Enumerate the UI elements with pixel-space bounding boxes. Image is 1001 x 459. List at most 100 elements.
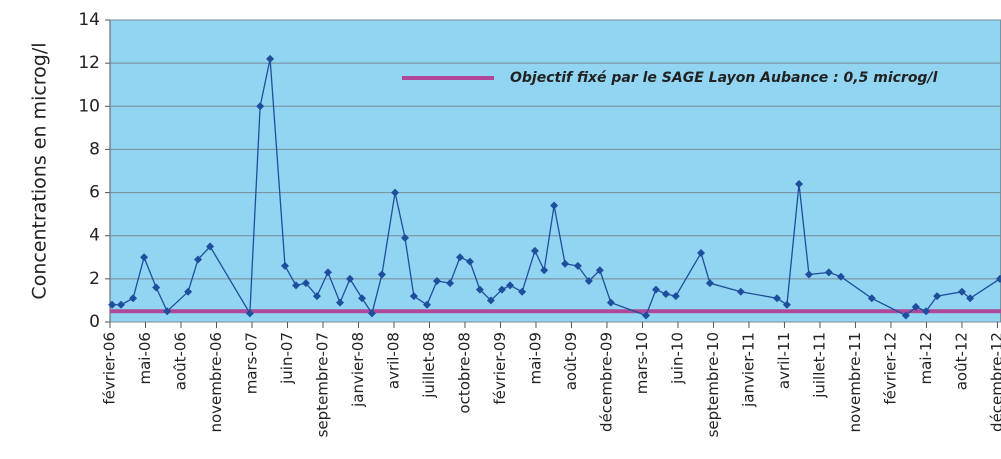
point	[957, 287, 966, 296]
x-tick-label: août-12	[952, 332, 970, 390]
point	[184, 287, 193, 296]
point	[312, 292, 321, 301]
x-tick-label: juillet-08	[420, 332, 438, 399]
point	[486, 296, 495, 305]
point	[446, 279, 455, 288]
x-tick-label: juillet-11	[810, 332, 828, 399]
x-tick-label: septembre-07	[313, 332, 331, 437]
point	[584, 277, 593, 286]
y-tick-label: 2	[89, 269, 100, 289]
point	[345, 274, 354, 283]
x-tick-label: mai-12	[917, 332, 935, 384]
point	[651, 285, 660, 294]
point	[911, 302, 920, 311]
point	[465, 257, 474, 266]
y-tick-label: 8	[89, 139, 100, 159]
point	[206, 242, 215, 251]
point	[422, 300, 431, 309]
y-tick-label: 6	[89, 183, 100, 203]
point	[824, 268, 833, 277]
x-tick-label: février-12	[881, 332, 899, 405]
point	[163, 307, 172, 316]
point	[497, 285, 506, 294]
point	[773, 294, 782, 303]
point	[642, 311, 651, 320]
point	[140, 253, 149, 262]
y-tick-label: 12	[78, 53, 100, 73]
x-tick-label: juin-07	[278, 332, 296, 385]
y-tick-label: 14	[78, 10, 100, 30]
x-tick-label: janvier-08	[349, 332, 367, 408]
x-tick-label: septembre-10	[704, 332, 722, 437]
point	[836, 272, 845, 281]
point	[475, 285, 484, 294]
x-tick-label: août-06	[171, 332, 189, 390]
y-tick-label: 4	[89, 226, 100, 246]
x-tick-label: janvier-11	[739, 332, 757, 408]
point	[377, 270, 386, 279]
point	[922, 307, 931, 316]
x-tick-label: mai-09	[526, 332, 544, 384]
point	[550, 201, 559, 210]
x-tick-label: mai-06	[136, 332, 154, 384]
point	[281, 261, 290, 270]
point	[266, 54, 275, 63]
x-tick-label: novembre-06	[207, 332, 225, 433]
y-axis-label: Concentrations en microg/l	[29, 42, 51, 299]
point	[795, 179, 804, 188]
point	[540, 266, 549, 275]
point	[573, 261, 582, 270]
point	[518, 287, 527, 296]
point	[292, 281, 301, 290]
point	[245, 309, 254, 318]
point	[506, 281, 515, 290]
point	[129, 294, 138, 303]
x-tick-label: décembre-09	[597, 332, 615, 432]
point	[661, 289, 670, 298]
point	[606, 298, 615, 307]
point	[995, 274, 1001, 283]
x-tick-label: février-06	[101, 332, 119, 405]
x-tick-label: août-09	[562, 332, 580, 390]
point	[530, 246, 539, 255]
point	[194, 255, 203, 264]
point	[432, 277, 441, 286]
point	[358, 294, 367, 303]
point	[336, 298, 345, 307]
point	[391, 188, 400, 197]
x-tick-label: octobre-08	[455, 332, 473, 414]
x-tick-label: mars-07	[242, 332, 260, 394]
x-tick-label: décembre-12	[988, 332, 1001, 432]
legend-label: Objectif fixé par le SAGE Layon Aubance …	[510, 70, 938, 86]
point	[782, 300, 791, 309]
point	[152, 283, 161, 292]
point	[595, 266, 604, 275]
point	[933, 292, 942, 301]
point	[867, 294, 876, 303]
y-tick-label: 0	[89, 312, 100, 332]
x-tick-label: novembre-11	[846, 332, 864, 433]
series-line	[112, 58, 1001, 317]
point	[561, 259, 570, 268]
point	[966, 294, 975, 303]
point	[671, 292, 680, 301]
point	[323, 268, 332, 277]
point	[301, 279, 310, 288]
point	[736, 287, 745, 296]
point	[400, 233, 409, 242]
point	[256, 102, 265, 111]
plot-area	[109, 19, 1001, 323]
point	[367, 309, 376, 318]
x-tick-label: juin-10	[668, 332, 686, 385]
x-tick-label: février-09	[491, 332, 509, 405]
x-tick-label: mars-10	[633, 332, 651, 394]
point	[117, 300, 126, 309]
point	[705, 279, 714, 288]
x-tick-label: avril-08	[384, 332, 402, 389]
point	[804, 270, 813, 279]
point	[697, 248, 706, 257]
point	[409, 292, 418, 301]
x-tick-label: avril-11	[775, 332, 793, 389]
point	[456, 253, 465, 262]
